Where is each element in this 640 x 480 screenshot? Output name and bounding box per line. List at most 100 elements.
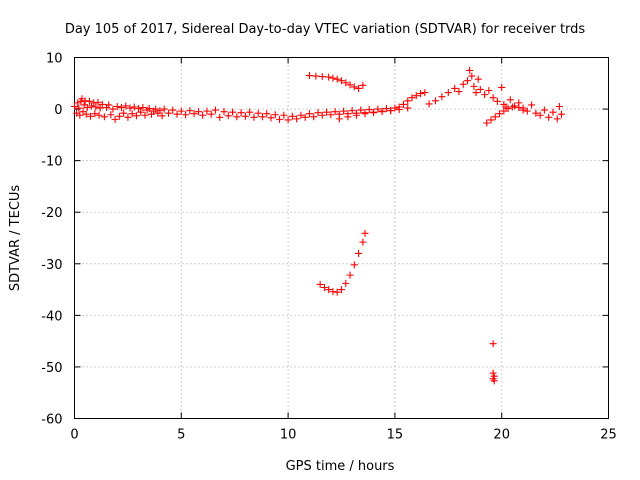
data-point	[280, 111, 288, 119]
data-point	[271, 111, 279, 119]
data-point	[111, 115, 119, 123]
x-tick-label: 10	[280, 428, 297, 443]
data-point	[361, 110, 369, 118]
data-point	[109, 105, 117, 113]
data-point	[464, 77, 472, 85]
data-point	[553, 115, 561, 123]
data-point	[98, 100, 106, 108]
data-point	[241, 112, 249, 120]
data-point	[515, 104, 523, 112]
y-axis-label: SDTVAR / TECUs	[8, 185, 23, 292]
data-point	[254, 109, 262, 117]
data-point	[305, 72, 313, 80]
data-point	[258, 113, 266, 121]
data-point	[325, 73, 333, 81]
data-point	[431, 97, 439, 105]
data-point	[493, 97, 501, 105]
data-point	[220, 108, 228, 116]
data-point	[421, 89, 429, 97]
data-point	[325, 286, 333, 294]
x-tick-labels: 0 5 10 15 20 25	[70, 428, 616, 443]
data-point	[333, 288, 341, 296]
x-tick-label: 0	[70, 428, 78, 443]
series-points	[71, 66, 566, 385]
data-point	[490, 377, 498, 385]
data-point	[346, 81, 354, 89]
data-point	[301, 113, 309, 121]
data-point	[333, 75, 341, 83]
data-point	[263, 110, 271, 118]
data-point	[346, 271, 354, 279]
data-point	[74, 99, 82, 107]
data-point	[357, 106, 365, 114]
x-tick-label: 5	[177, 428, 185, 443]
data-point	[338, 77, 345, 85]
data-point	[352, 111, 360, 119]
data-point	[370, 109, 378, 117]
data-point	[425, 100, 433, 108]
y-tick-label: -10	[41, 155, 62, 170]
data-point	[504, 105, 512, 113]
y-tick-labels: -60 -50 -40 -30 -20 -10 0 10	[41, 52, 62, 428]
data-point	[378, 108, 386, 116]
data-point	[75, 104, 83, 112]
data-point	[177, 107, 185, 115]
data-point	[558, 110, 566, 118]
data-point	[105, 101, 113, 109]
data-point	[470, 82, 478, 90]
data-point	[216, 113, 224, 121]
data-point	[284, 116, 292, 124]
data-point	[158, 112, 166, 120]
chart-title: Day 105 of 2017, Sidereal Day-to-day VTE…	[65, 22, 586, 37]
data-point	[404, 97, 412, 105]
plot-frame	[74, 57, 609, 419]
data-point	[229, 108, 237, 116]
data-point	[361, 229, 369, 237]
data-point	[342, 279, 350, 287]
data-point	[126, 104, 134, 112]
data-point	[113, 102, 121, 110]
data-point	[124, 113, 132, 121]
data-point	[139, 104, 147, 112]
data-point	[466, 66, 474, 74]
data-point	[489, 94, 497, 102]
data-point	[382, 105, 390, 113]
data-point	[314, 109, 322, 117]
data-point	[350, 83, 358, 91]
data-point	[71, 102, 78, 110]
data-point	[355, 84, 363, 92]
data-point	[374, 105, 382, 113]
data-point	[487, 116, 495, 124]
data-point	[203, 107, 211, 115]
data-point	[417, 90, 425, 98]
data-point	[310, 113, 318, 121]
data-point	[173, 110, 181, 118]
data-point	[100, 113, 108, 121]
data-point	[120, 109, 128, 117]
data-point	[194, 108, 202, 116]
data-point	[117, 104, 125, 112]
data-point	[491, 113, 499, 121]
data-point	[288, 112, 296, 120]
data-point	[92, 103, 100, 111]
data-point	[316, 280, 324, 288]
data-point	[132, 112, 140, 120]
data-point	[267, 114, 275, 122]
data-point	[115, 112, 123, 120]
data-point	[476, 85, 484, 93]
data-point	[297, 111, 305, 119]
data-point	[451, 84, 459, 92]
data-point	[211, 106, 219, 114]
data-point	[468, 72, 476, 80]
data-point	[85, 97, 93, 105]
y-tick-label: -60	[41, 413, 62, 428]
data-point	[391, 104, 399, 112]
data-point	[312, 72, 320, 80]
y-tick-label: -40	[41, 309, 62, 324]
data-point	[160, 105, 168, 113]
data-point	[293, 115, 301, 123]
data-point	[485, 87, 493, 95]
y-tick-label: 10	[46, 52, 63, 67]
data-point	[335, 115, 343, 123]
